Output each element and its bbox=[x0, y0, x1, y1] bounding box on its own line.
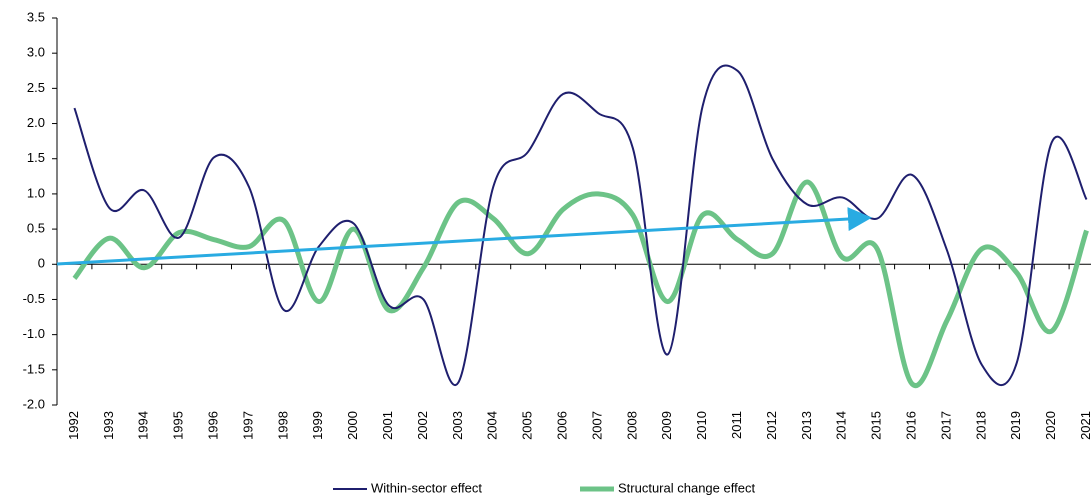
x-tick-label: 1993 bbox=[101, 411, 116, 440]
x-tick-label: 2008 bbox=[624, 411, 639, 440]
x-tick-label: 1998 bbox=[275, 411, 290, 440]
y-tick-label: 1.5 bbox=[27, 150, 45, 165]
x-tick-label: 2007 bbox=[589, 411, 604, 440]
y-tick-label: 3.5 bbox=[27, 9, 45, 24]
y-tick-label: 2.0 bbox=[27, 115, 45, 130]
x-tick-label: 2004 bbox=[485, 411, 500, 440]
x-tick-label: 2016 bbox=[903, 411, 918, 440]
y-tick-label: 2.5 bbox=[27, 80, 45, 95]
legend-label: Structural change effect bbox=[618, 480, 755, 495]
line-series bbox=[73, 64, 1088, 387]
x-tick-label: 2010 bbox=[694, 411, 709, 440]
x-tick-label: 1995 bbox=[171, 411, 186, 440]
x-tick-label: 2000 bbox=[345, 411, 360, 440]
x-tick-label: 1996 bbox=[205, 411, 220, 440]
legend-label: Within-sector effect bbox=[371, 480, 482, 495]
x-tick-label: 2020 bbox=[1043, 411, 1058, 440]
x-tick-label: 2014 bbox=[834, 411, 849, 440]
x-tick-label: 2021 bbox=[1078, 411, 1091, 440]
y-tick-label: -0.5 bbox=[23, 291, 45, 306]
y-tick-label: -1.5 bbox=[23, 361, 45, 376]
y-tick-label: 1.0 bbox=[27, 185, 45, 200]
y-tick-label: -1.0 bbox=[23, 326, 45, 341]
y-tick-label: 0.5 bbox=[27, 221, 45, 236]
x-tick-label: 2019 bbox=[1008, 411, 1023, 440]
line-series bbox=[72, 179, 1089, 389]
y-tick-label: -2.0 bbox=[23, 396, 45, 411]
x-tick-label: 2009 bbox=[659, 411, 674, 440]
x-tick-label: 2011 bbox=[729, 411, 744, 439]
x-tick-label: 2017 bbox=[938, 411, 953, 440]
x-tick-label: 2003 bbox=[450, 411, 465, 440]
y-tick-label: 3.0 bbox=[27, 45, 45, 60]
x-tick-label: 1997 bbox=[240, 411, 255, 440]
plot-area: -2.0 -1.5 -1.0 -0.5 0 0.5 1.0 1.5 2.0 2.5 3.0 3.5 19… bbox=[23, 9, 1091, 440]
y-tick-label: 0 bbox=[38, 256, 45, 271]
x-tick-label: 2002 bbox=[415, 411, 430, 440]
x-tick-label: 2013 bbox=[799, 411, 814, 440]
x-tick-label: 1994 bbox=[136, 411, 151, 440]
x-tick-label: 2005 bbox=[520, 411, 535, 440]
x-tick-label: 2006 bbox=[554, 411, 569, 440]
x-tick-label: 2012 bbox=[764, 411, 779, 440]
x-tick-label: 1992 bbox=[66, 411, 81, 440]
x-tick-label: 2018 bbox=[973, 411, 988, 440]
trend-arrow bbox=[56, 207, 872, 266]
x-tick-label: 2001 bbox=[380, 411, 395, 440]
x-tick-label: 2015 bbox=[869, 411, 884, 440]
x-tick-label: 1999 bbox=[310, 411, 325, 440]
